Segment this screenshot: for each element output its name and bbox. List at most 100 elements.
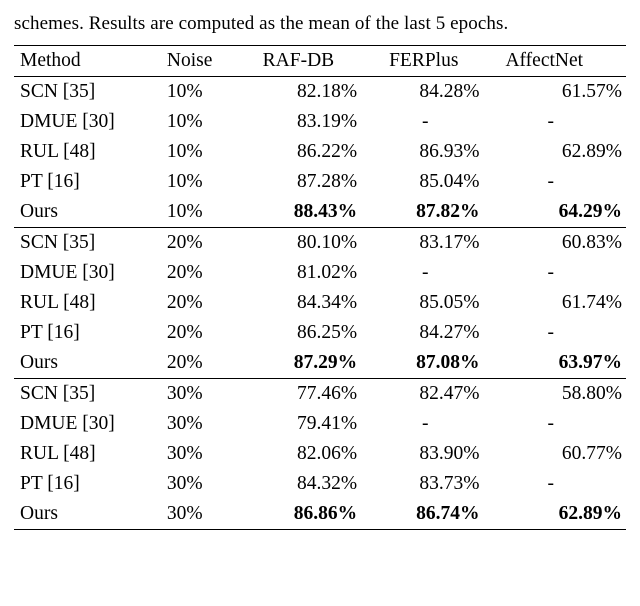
cell-method: RUL [48] (14, 439, 161, 469)
table-row: DMUE [30]20%81.02%-- (14, 258, 626, 288)
cell-ferplus: 87.08% (375, 348, 497, 379)
header-row: Method Noise RAF-DB FERPlus AffectNet (14, 45, 626, 76)
cell-method: PT [16] (14, 167, 161, 197)
cell-rafdb: 82.06% (253, 439, 375, 469)
cell-rafdb: 87.29% (253, 348, 375, 379)
col-rafdb: RAF-DB (253, 45, 375, 76)
cell-noise: 30% (161, 409, 253, 439)
table-row: SCN [35]30%77.46%82.47%58.80% (14, 378, 626, 409)
table-caption: schemes. Results are computed as the mea… (14, 12, 626, 37)
cell-method: DMUE [30] (14, 258, 161, 288)
table-row: Ours10%88.43%87.82%64.29% (14, 197, 626, 228)
cell-rafdb: 80.10% (253, 227, 375, 258)
cell-rafdb: 86.86% (253, 499, 375, 530)
cell-noise: 10% (161, 167, 253, 197)
col-method: Method (14, 45, 161, 76)
cell-rafdb: 83.19% (253, 107, 375, 137)
cell-noise: 10% (161, 137, 253, 167)
cell-method: SCN [35] (14, 76, 161, 107)
cell-rafdb: 84.34% (253, 288, 375, 318)
cell-noise: 30% (161, 469, 253, 499)
cell-noise: 30% (161, 378, 253, 409)
cell-affectnet: 60.77% (497, 439, 626, 469)
cell-noise: 10% (161, 197, 253, 228)
cell-affectnet: - (497, 318, 626, 348)
cell-affectnet: - (497, 107, 626, 137)
cell-ferplus: 83.73% (375, 469, 497, 499)
cell-ferplus: 87.82% (375, 197, 497, 228)
noise-group: SCN [35]30%77.46%82.47%58.80%DMUE [30]30… (14, 378, 626, 529)
cell-method: SCN [35] (14, 378, 161, 409)
table-row: PT [16]10%87.28%85.04%- (14, 167, 626, 197)
table-row: RUL [48]10%86.22%86.93%62.89% (14, 137, 626, 167)
table-row: RUL [48]20%84.34%85.05%61.74% (14, 288, 626, 318)
cell-method: Ours (14, 348, 161, 379)
cell-ferplus: 86.93% (375, 137, 497, 167)
cell-rafdb: 87.28% (253, 167, 375, 197)
cell-affectnet: - (497, 469, 626, 499)
table-row: DMUE [30]10%83.19%-- (14, 107, 626, 137)
table-row: RUL [48]30%82.06%83.90%60.77% (14, 439, 626, 469)
cell-affectnet: 62.89% (497, 137, 626, 167)
cell-affectnet: 61.74% (497, 288, 626, 318)
cell-ferplus: 84.27% (375, 318, 497, 348)
table-row: Ours30%86.86%86.74%62.89% (14, 499, 626, 530)
table-row: Ours20%87.29%87.08%63.97% (14, 348, 626, 379)
table-row: PT [16]30%84.32%83.73%- (14, 469, 626, 499)
cell-noise: 10% (161, 76, 253, 107)
cell-ferplus: - (375, 409, 497, 439)
cell-method: PT [16] (14, 469, 161, 499)
cell-rafdb: 84.32% (253, 469, 375, 499)
cell-affectnet: - (497, 167, 626, 197)
table-row: SCN [35]10%82.18%84.28%61.57% (14, 76, 626, 107)
cell-method: PT [16] (14, 318, 161, 348)
col-noise: Noise (161, 45, 253, 76)
cell-rafdb: 79.41% (253, 409, 375, 439)
table-row: PT [16]20%86.25%84.27%- (14, 318, 626, 348)
cell-affectnet: - (497, 409, 626, 439)
cell-rafdb: 82.18% (253, 76, 375, 107)
cell-rafdb: 81.02% (253, 258, 375, 288)
cell-affectnet: 63.97% (497, 348, 626, 379)
cell-noise: 20% (161, 348, 253, 379)
cell-affectnet: 64.29% (497, 197, 626, 228)
cell-method: DMUE [30] (14, 107, 161, 137)
cell-ferplus: 85.04% (375, 167, 497, 197)
col-ferplus: FERPlus (375, 45, 497, 76)
cell-ferplus: 83.17% (375, 227, 497, 258)
table-row: SCN [35]20%80.10%83.17%60.83% (14, 227, 626, 258)
cell-method: Ours (14, 197, 161, 228)
cell-rafdb: 88.43% (253, 197, 375, 228)
noise-group: SCN [35]20%80.10%83.17%60.83%DMUE [30]20… (14, 227, 626, 378)
cell-noise: 20% (161, 288, 253, 318)
cell-ferplus: 83.90% (375, 439, 497, 469)
cell-method: Ours (14, 499, 161, 530)
cell-noise: 20% (161, 258, 253, 288)
cell-method: SCN [35] (14, 227, 161, 258)
cell-ferplus: - (375, 258, 497, 288)
cell-rafdb: 86.22% (253, 137, 375, 167)
cell-affectnet: 62.89% (497, 499, 626, 530)
cell-noise: 20% (161, 318, 253, 348)
cell-ferplus: 86.74% (375, 499, 497, 530)
cell-noise: 30% (161, 439, 253, 469)
cell-method: DMUE [30] (14, 409, 161, 439)
cell-method: RUL [48] (14, 288, 161, 318)
cell-ferplus: 84.28% (375, 76, 497, 107)
cell-noise: 30% (161, 499, 253, 530)
col-affectnet: AffectNet (497, 45, 626, 76)
cell-affectnet: 61.57% (497, 76, 626, 107)
noise-group: SCN [35]10%82.18%84.28%61.57%DMUE [30]10… (14, 76, 626, 227)
cell-noise: 20% (161, 227, 253, 258)
cell-affectnet: 58.80% (497, 378, 626, 409)
cell-ferplus: 82.47% (375, 378, 497, 409)
cell-ferplus: - (375, 107, 497, 137)
table-row: DMUE [30]30%79.41%-- (14, 409, 626, 439)
cell-affectnet: - (497, 258, 626, 288)
cell-method: RUL [48] (14, 137, 161, 167)
cell-rafdb: 77.46% (253, 378, 375, 409)
results-table: Method Noise RAF-DB FERPlus AffectNet SC… (14, 45, 626, 530)
cell-noise: 10% (161, 107, 253, 137)
cell-affectnet: 60.83% (497, 227, 626, 258)
cell-rafdb: 86.25% (253, 318, 375, 348)
